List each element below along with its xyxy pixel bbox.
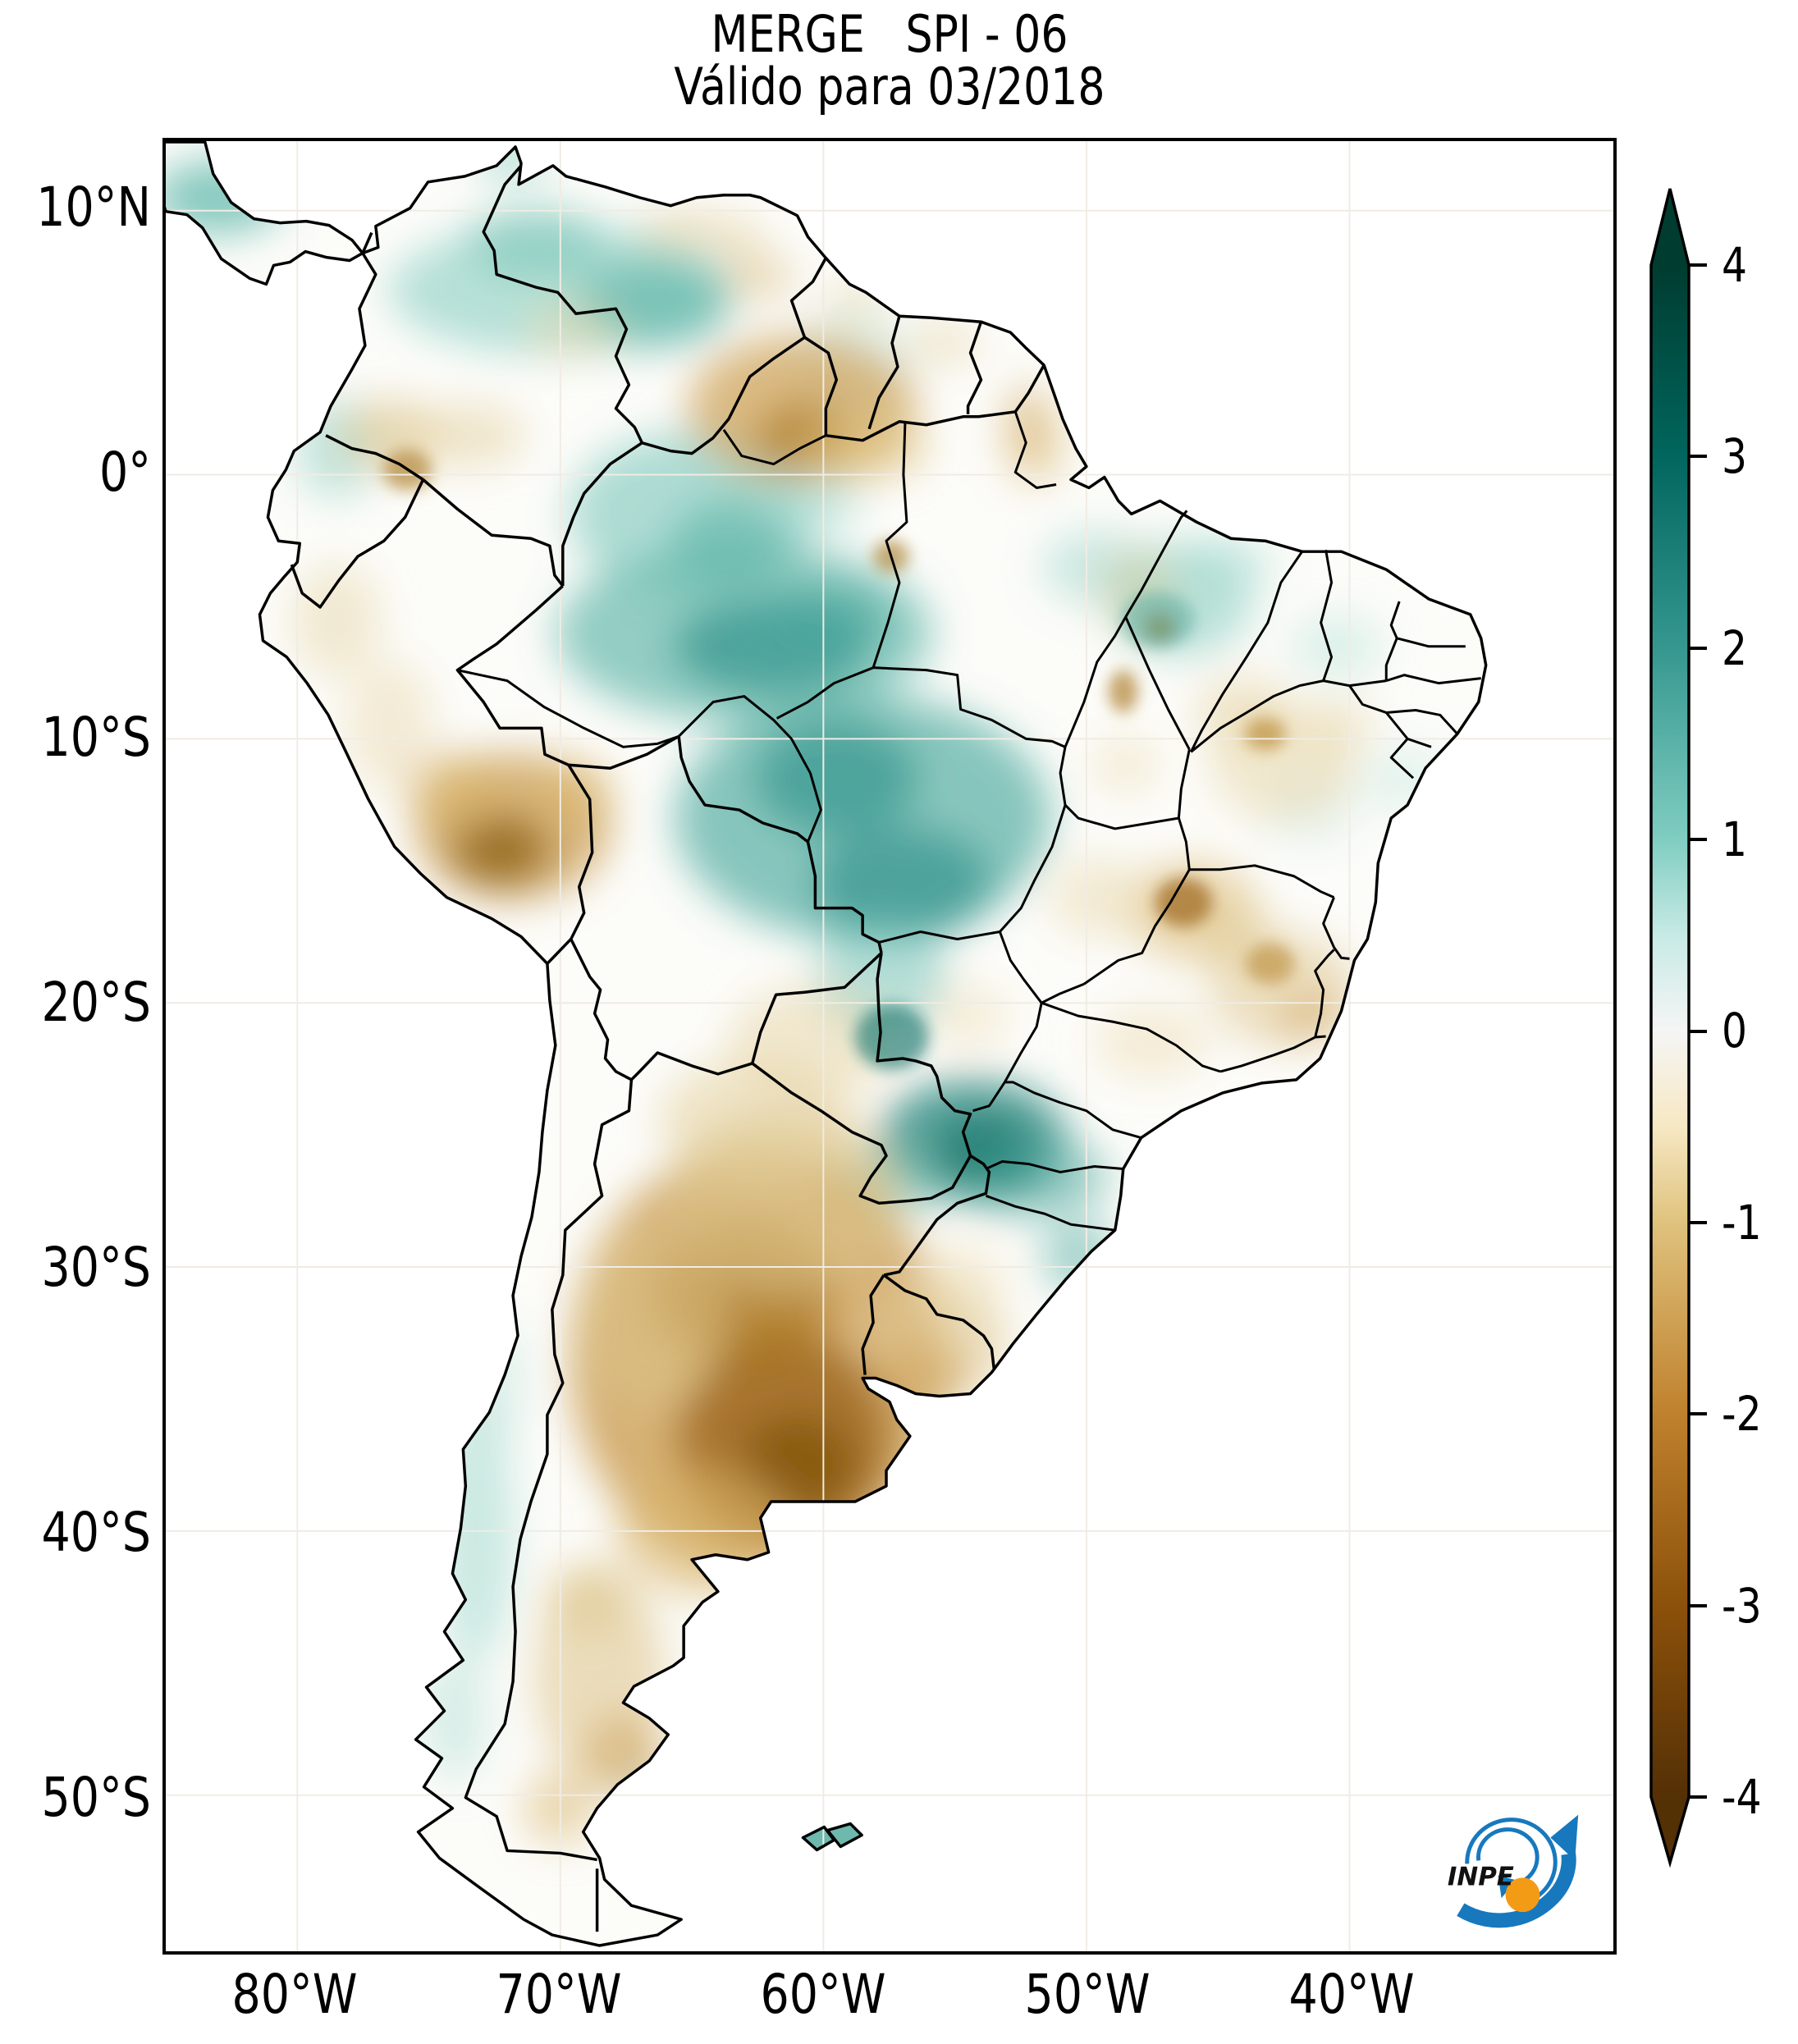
y-tick-label-10n: 10°N bbox=[36, 176, 152, 239]
plot-subtitle: Válido para 03/2018 bbox=[674, 57, 1105, 117]
central-america-coast bbox=[166, 141, 364, 286]
x-tick-label-80w: 80°W bbox=[231, 1963, 358, 2026]
cb-tick-label-m2: -2 bbox=[1722, 1386, 1762, 1442]
logo-big-arrowhead-icon bbox=[1550, 1814, 1579, 1861]
x-tick-label-70w: 70°W bbox=[496, 1963, 622, 2026]
falkland-east-island bbox=[826, 1822, 863, 1849]
colorbar-gradient-bar bbox=[1649, 188, 1690, 1868]
y-tick-label-40s: 40°S bbox=[41, 1501, 151, 1564]
spi-data-layer bbox=[166, 141, 1486, 1946]
y-tick-label-10s: 10°S bbox=[41, 706, 151, 769]
coastline bbox=[166, 141, 1488, 1947]
logo-swirl-arrowhead-icon bbox=[1498, 1875, 1517, 1899]
y-tick-label-0: 0° bbox=[99, 441, 151, 504]
cb-tick-label-0: 0 bbox=[1722, 1003, 1748, 1059]
cb-tick-label-3: 3 bbox=[1722, 428, 1748, 484]
cb-tick-label-m4: -4 bbox=[1722, 1769, 1762, 1825]
cb-tick-label-m3: -3 bbox=[1722, 1578, 1762, 1634]
inpe-logo: INPE bbox=[1448, 1814, 1579, 1928]
cb-tick-label-m1: -1 bbox=[1722, 1195, 1762, 1251]
logo-outer-swirl bbox=[1465, 1818, 1558, 1907]
state-borders bbox=[457, 411, 1481, 1232]
x-tick-label-60w: 60°W bbox=[760, 1963, 886, 2026]
country-borders bbox=[290, 164, 1045, 1932]
cb-tick-label-1: 1 bbox=[1722, 812, 1748, 867]
y-tick-label-20s: 20°S bbox=[41, 971, 151, 1034]
logo-big-arrow bbox=[1457, 1853, 1576, 1928]
map-frame: INPE bbox=[162, 138, 1617, 1955]
cb-tick-label-4: 4 bbox=[1722, 237, 1748, 293]
x-tick-label-40w: 40°W bbox=[1288, 1963, 1415, 2026]
colorbar bbox=[1649, 188, 1707, 1868]
spi-anomaly-spots bbox=[382, 449, 1295, 1070]
graticule bbox=[166, 141, 1613, 1951]
y-tick-label-30s: 30°S bbox=[41, 1236, 151, 1299]
logo-inpe-text: INPE bbox=[1448, 1862, 1514, 1891]
cb-tick-label-2: 2 bbox=[1722, 620, 1748, 676]
logo-orange-dot-icon bbox=[1505, 1877, 1540, 1913]
south-america-coast bbox=[258, 145, 1488, 1947]
spi-anomaly-blobs bbox=[166, 141, 1443, 1845]
colorbar-ticks bbox=[1689, 263, 1707, 1799]
plot-title: MERGE SPI - 06 bbox=[711, 4, 1068, 64]
south-america-map-svg: INPE bbox=[166, 141, 1613, 1951]
y-tick-label-50s: 50°S bbox=[41, 1766, 151, 1829]
x-tick-label-50w: 50°W bbox=[1024, 1963, 1151, 2026]
